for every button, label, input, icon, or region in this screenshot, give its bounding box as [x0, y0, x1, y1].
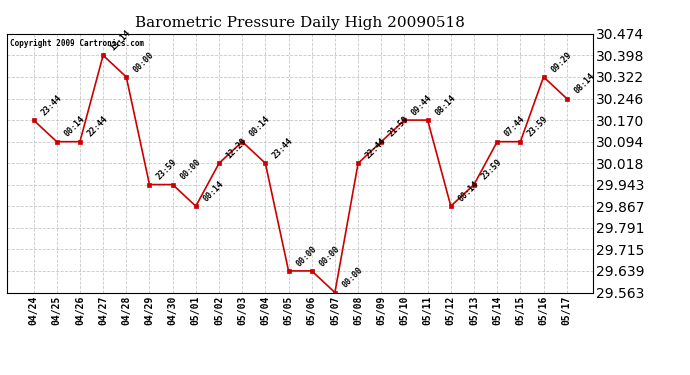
- Text: 22:44: 22:44: [364, 136, 388, 160]
- Text: 12:29: 12:29: [224, 136, 248, 160]
- Text: 09:44: 09:44: [410, 93, 434, 117]
- Text: 23:44: 23:44: [39, 93, 63, 117]
- Text: 23:59: 23:59: [526, 115, 550, 139]
- Text: 00:14: 00:14: [201, 179, 226, 203]
- Text: 00:00: 00:00: [340, 266, 364, 290]
- Text: 00:00: 00:00: [317, 244, 342, 268]
- Text: 00:00: 00:00: [294, 244, 318, 268]
- Text: 07:44: 07:44: [503, 115, 526, 139]
- Text: 00:00: 00:00: [178, 158, 202, 182]
- Text: 22:44: 22:44: [86, 115, 110, 139]
- Text: 00:14: 00:14: [456, 179, 480, 203]
- Text: 21:59: 21:59: [387, 115, 411, 139]
- Title: Barometric Pressure Daily High 20090518: Barometric Pressure Daily High 20090518: [135, 16, 465, 30]
- Text: 00:14: 00:14: [248, 115, 272, 139]
- Text: 08:14: 08:14: [433, 93, 457, 117]
- Text: 08:14: 08:14: [572, 72, 596, 96]
- Text: 23:59: 23:59: [155, 158, 179, 182]
- Text: 23:59: 23:59: [480, 158, 504, 182]
- Text: 23:44: 23:44: [271, 136, 295, 160]
- Text: 09:29: 09:29: [549, 50, 573, 74]
- Text: 13:14: 13:14: [108, 28, 132, 53]
- Text: Copyright 2009 Cartronics.com: Copyright 2009 Cartronics.com: [10, 39, 144, 48]
- Text: 00:00: 00:00: [132, 50, 156, 74]
- Text: 00:14: 00:14: [62, 115, 86, 139]
